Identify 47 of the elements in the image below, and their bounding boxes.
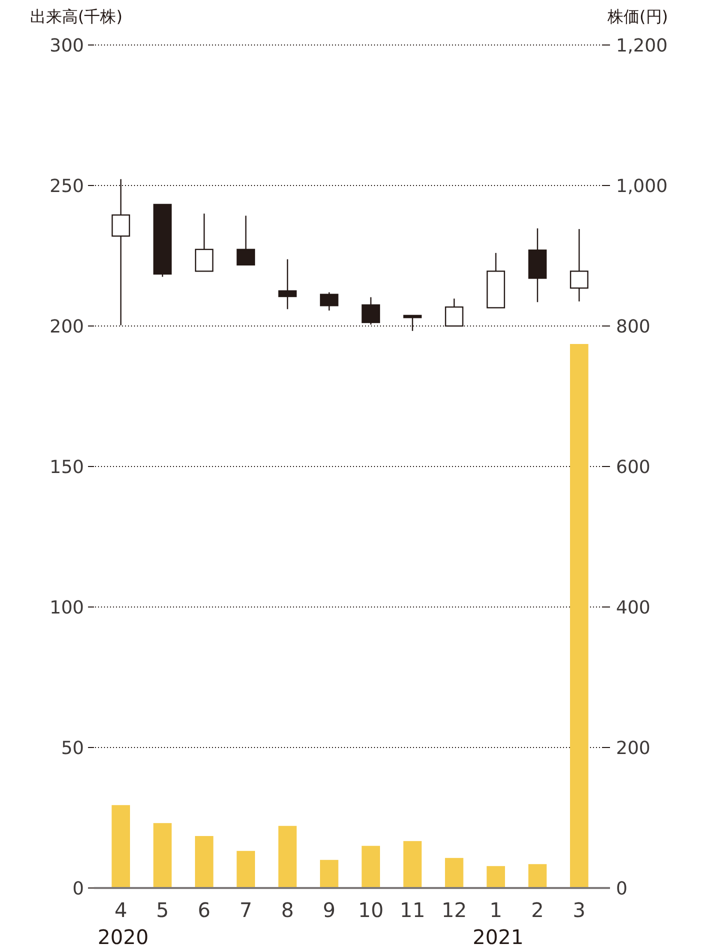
bar (112, 805, 130, 888)
x-tick-label: 7 (239, 898, 252, 922)
y-tick-label: 250 (50, 176, 84, 197)
x-tick-label: 3 (572, 898, 586, 922)
y2-tick-label: 800 (616, 316, 650, 338)
text: 2021 (472, 925, 524, 948)
x-tick-label: 6 (198, 898, 211, 922)
bar (528, 864, 547, 888)
bar (153, 823, 172, 888)
candlestick (194, 213, 214, 272)
x-tick-label: 4 (114, 898, 128, 922)
bar (236, 850, 255, 888)
bar (445, 858, 464, 888)
text: 2020 (98, 925, 149, 948)
y-tick-label: 100 (50, 597, 84, 618)
candlestick (570, 228, 588, 302)
y-tick-label: 50 (61, 738, 84, 759)
x-tick-label: 8 (281, 898, 294, 922)
bar (570, 344, 588, 888)
y-axis-title: 出来高(千株) (30, 7, 122, 26)
y2-tick-label: 200 (616, 738, 650, 759)
y-tick-label: 150 (50, 456, 84, 478)
x-tick-label: 11 (400, 898, 426, 922)
x-tick-label: 9 (322, 898, 336, 922)
candlestick (236, 215, 256, 266)
bar (362, 846, 380, 888)
candlestick (320, 292, 338, 312)
y2-tick-label: 600 (616, 456, 650, 478)
bar (486, 866, 505, 888)
x-tick-label: 2 (531, 898, 544, 922)
y2-tick-label: 1,200 (616, 35, 668, 56)
y2-tick-label: 1,000 (616, 176, 668, 197)
y2-tick-label: 0 (616, 878, 628, 900)
x-tick-label: 1 (489, 898, 502, 922)
y-tick-label: 300 (50, 35, 84, 56)
x-tick-label: 10 (358, 898, 384, 922)
bar (403, 841, 422, 888)
x-tick-label: 5 (156, 898, 169, 922)
bar (320, 860, 338, 888)
y-tick-label: 200 (50, 316, 84, 338)
bar (195, 836, 214, 888)
candlestick (278, 258, 297, 310)
y2-axis-title: 株価(円) (606, 7, 668, 26)
bar (278, 826, 297, 888)
y2-tick-label: 400 (616, 597, 650, 618)
x-tick-label: 12 (441, 898, 467, 922)
y-tick-label: 0 (72, 878, 84, 900)
